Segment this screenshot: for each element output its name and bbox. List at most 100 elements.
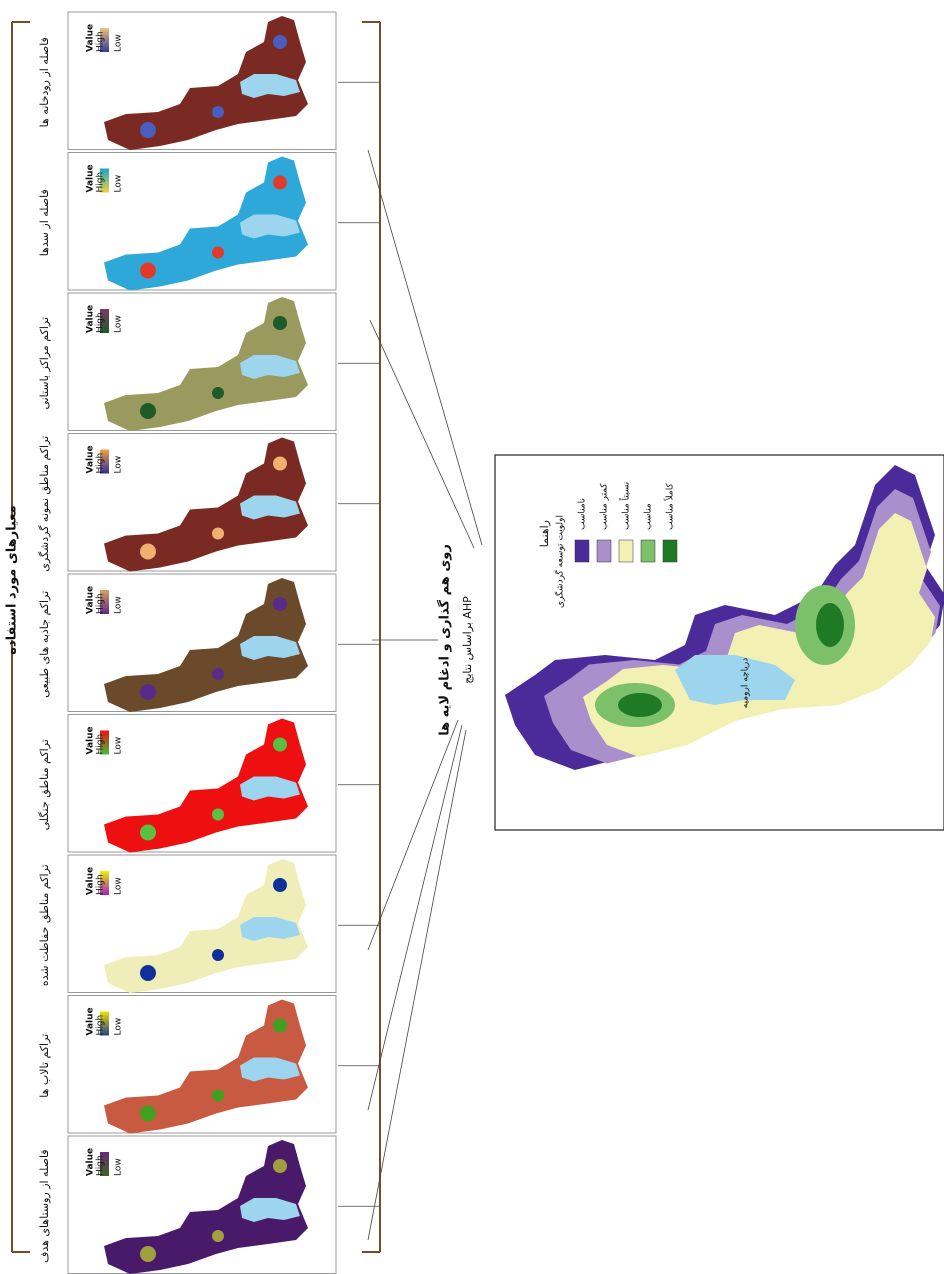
- criteria-label: معیارهای مورد استفاده: [5, 505, 20, 654]
- panel-title: تراکم مناطق حفاظت شده: [38, 864, 52, 986]
- color-ramp: [100, 168, 109, 193]
- label-bg: [2, 520, 22, 640]
- legend-low: Low: [114, 737, 124, 755]
- spot: [212, 808, 224, 821]
- color-ramp: [100, 28, 109, 52]
- legend-swatch: [596, 539, 612, 563]
- legend-title: راهنما: [538, 520, 551, 547]
- region-class-5: [618, 693, 662, 717]
- legend-high: High: [96, 593, 106, 614]
- legend-low: Low: [114, 175, 124, 193]
- process-subtitle: براساس نتایج AHP: [461, 596, 474, 684]
- spot: [140, 824, 156, 841]
- legend-low: Low: [114, 877, 124, 895]
- spot: [140, 965, 156, 981]
- panel: Value High Low: [67, 573, 337, 712]
- legend-high: High: [96, 172, 106, 193]
- result-map: دریاچه ارومیه: [505, 465, 944, 770]
- color-ramp: [100, 449, 109, 474]
- legend-low: Low: [114, 1158, 124, 1176]
- legend-title: Value: [86, 586, 96, 614]
- legend-subtitle: اولویت توسعه گردشگری: [554, 515, 566, 608]
- legend-title: Value: [86, 445, 96, 473]
- spot: [273, 456, 287, 471]
- merge-bracket: [362, 21, 381, 1253]
- legend-high: High: [96, 1155, 106, 1176]
- legend-class: کاملاً مناسب: [663, 483, 675, 530]
- panel-title: تراکم تالاب ها: [38, 1034, 51, 1098]
- panel-title: فاصله از رودخانه ها: [38, 37, 51, 127]
- panel: Value High Low: [67, 292, 337, 431]
- legend-class: مناسب: [644, 503, 654, 530]
- spot: [140, 684, 156, 700]
- legend-high: High: [96, 874, 106, 895]
- color-ramp: [100, 1152, 109, 1176]
- panel-title: تراکم جاذبه های طبیعی: [38, 591, 51, 698]
- region-class-5: [816, 603, 844, 647]
- legend-swatch: [574, 539, 590, 563]
- legend-title: Value: [86, 164, 96, 192]
- panel-title: فاصله از روستاهای هدف: [38, 1149, 51, 1263]
- legend-title: Value: [86, 305, 96, 333]
- panel: Value High Low: [67, 433, 337, 572]
- spot: [273, 35, 287, 49]
- legend-high: High: [96, 31, 106, 52]
- connector-lines: [367, 149, 483, 1241]
- spot: [212, 106, 224, 118]
- legend-low: Low: [114, 596, 124, 614]
- legend-class: نامناسب: [578, 498, 588, 530]
- legend-title: Value: [86, 1007, 96, 1035]
- panel-title: فاصله از سدها: [38, 189, 51, 256]
- color-ramp: [100, 309, 109, 333]
- spot: [140, 403, 156, 419]
- spot: [140, 122, 156, 138]
- spot: [273, 316, 287, 330]
- spot: [212, 1089, 224, 1102]
- legend-swatch: [662, 539, 678, 563]
- legend: نامناسب کمتر مناسب نسبتاً مناسب مناسب کاملاً…: [574, 482, 678, 563]
- panel-title: تراکم مراکز باستانی: [38, 317, 51, 410]
- lake-label: دریاچه ارومیه: [741, 658, 751, 708]
- spot: [212, 527, 224, 540]
- legend-low: Low: [114, 315, 124, 333]
- legend-title: Value: [86, 867, 96, 895]
- spot: [212, 668, 224, 680]
- spot: [140, 262, 156, 279]
- spot: [140, 1246, 156, 1262]
- spot: [273, 1159, 287, 1173]
- legend-high: High: [96, 453, 106, 474]
- legend-high: High: [96, 1015, 106, 1036]
- spot: [273, 878, 287, 892]
- legend-high: High: [96, 734, 106, 755]
- spot: [273, 175, 287, 190]
- legend-title: Value: [86, 24, 96, 52]
- panel: Value High Low: [67, 11, 337, 150]
- panel: Value High Low: [67, 152, 337, 291]
- color-ramp: [100, 1011, 109, 1036]
- legend-class: نسبتاً مناسب: [619, 482, 632, 530]
- legend-high: High: [96, 312, 106, 333]
- panel: Value High Low: [67, 995, 337, 1134]
- spot: [140, 1105, 156, 1122]
- panel-title: تراکم مناطق نمونه گردشگری: [38, 436, 52, 572]
- panel-title: تراکم مناطق جنگلی: [38, 739, 52, 830]
- spot: [273, 597, 287, 611]
- color-ramp: [100, 871, 109, 895]
- panel: Value High Low: [67, 1135, 337, 1274]
- legend-title: Value: [86, 726, 96, 754]
- spot: [212, 1230, 224, 1242]
- process-title: روی هم گذاری و ادغام لایه ها: [437, 544, 453, 736]
- spot: [212, 387, 224, 399]
- legend-low: Low: [114, 456, 124, 474]
- spot: [212, 246, 224, 259]
- legend-low: Low: [114, 34, 124, 52]
- panel: Value High Low: [67, 854, 337, 993]
- panel: Value High Low: [67, 714, 337, 853]
- legend-low: Low: [114, 1018, 124, 1036]
- color-ramp: [100, 590, 109, 614]
- color-ramp: [100, 730, 109, 755]
- legend-class: کمتر مناسب: [600, 483, 610, 530]
- legend-swatch: [640, 539, 656, 563]
